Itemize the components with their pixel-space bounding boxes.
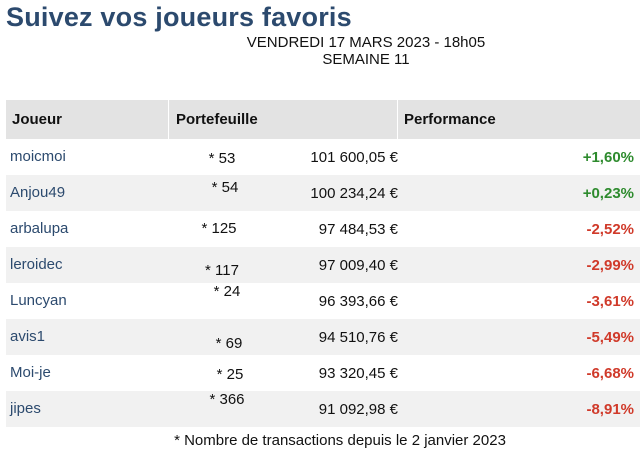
transaction-count: * 125: [201, 220, 237, 237]
transaction-count: * 69: [215, 335, 243, 352]
portfolio-value: 101 600,05 €: [310, 149, 398, 166]
player-name[interactable]: avis1: [10, 328, 46, 345]
player-name[interactable]: leroidec: [10, 256, 63, 273]
performance-value: +1,60%: [582, 149, 634, 166]
portfolio-value: 97 484,53 €: [318, 221, 398, 238]
table-row: Moi-je * 25 93 320,45 € -6,68%: [6, 355, 640, 391]
portfolio-value: 96 393,66 €: [318, 293, 398, 310]
week-line: SEMAINE 11: [322, 51, 410, 68]
table-row: moicmoi * 53 101 600,05 € +1,60%: [6, 139, 640, 175]
portfolio-value: 100 234,24 €: [310, 185, 398, 202]
players-table: Joueur Portefeuille Performance moicmoi *…: [6, 100, 640, 427]
portfolio-value: 94 510,76 €: [318, 329, 398, 346]
player-name[interactable]: moicmoi: [10, 148, 66, 165]
performance-value: -3,61%: [586, 293, 634, 310]
transaction-count: * 24: [213, 283, 241, 300]
performance-value: -8,91%: [586, 401, 634, 418]
transaction-count: * 54: [211, 179, 239, 196]
performance-value: -2,52%: [586, 221, 634, 238]
table-row: Luncyan * 24 96 393,66 € -3,61%: [6, 283, 640, 319]
column-header-player: Joueur: [12, 111, 63, 128]
performance-value: -6,68%: [586, 365, 634, 382]
table-row: jipes * 366 91 092,98 € -8,91%: [6, 391, 640, 427]
performance-value: -2,99%: [586, 257, 634, 274]
table-row: Anjou49 * 54 100 234,24 € +0,23%: [6, 175, 640, 211]
portfolio-value: 91 092,98 €: [318, 401, 398, 418]
player-name[interactable]: Luncyan: [10, 292, 67, 309]
page-title: Suivez vos joueurs favoris: [6, 2, 352, 32]
player-name[interactable]: Moi-je: [10, 364, 51, 381]
table-header: Joueur Portefeuille Performance: [6, 100, 640, 139]
table-row: avis1 * 69 94 510,76 € -5,49%: [6, 319, 640, 355]
portfolio-value: 93 320,45 €: [318, 365, 398, 382]
table-body: moicmoi * 53 101 600,05 € +1,60% Anjou49 * 54…: [6, 139, 640, 427]
performance-value: -5,49%: [586, 329, 634, 346]
player-name[interactable]: Anjou49: [10, 184, 66, 201]
transaction-count: * 25: [216, 366, 244, 383]
table-row: arbalupa * 125 97 484,53 € -2,52%: [6, 211, 640, 247]
performance-value: +0,23%: [582, 185, 634, 202]
transaction-count: * 53: [208, 150, 236, 167]
table-row: leroidec * 117 97 009,40 € -2,99%: [6, 247, 640, 283]
transaction-count: * 117: [205, 262, 239, 279]
portfolio-value: 97 009,40 €: [318, 257, 398, 274]
player-name[interactable]: arbalupa: [10, 220, 69, 237]
player-name[interactable]: jipes: [10, 400, 41, 417]
column-header-performance: Performance: [404, 111, 496, 128]
date-line: VENDREDI 17 MARS 2023 - 18h05: [246, 34, 486, 51]
column-header-portfolio: Portefeuille: [176, 111, 258, 128]
transaction-count: * 366: [209, 391, 245, 408]
footnote: * Nombre de transactions depuis le 2 jan…: [174, 432, 506, 449]
